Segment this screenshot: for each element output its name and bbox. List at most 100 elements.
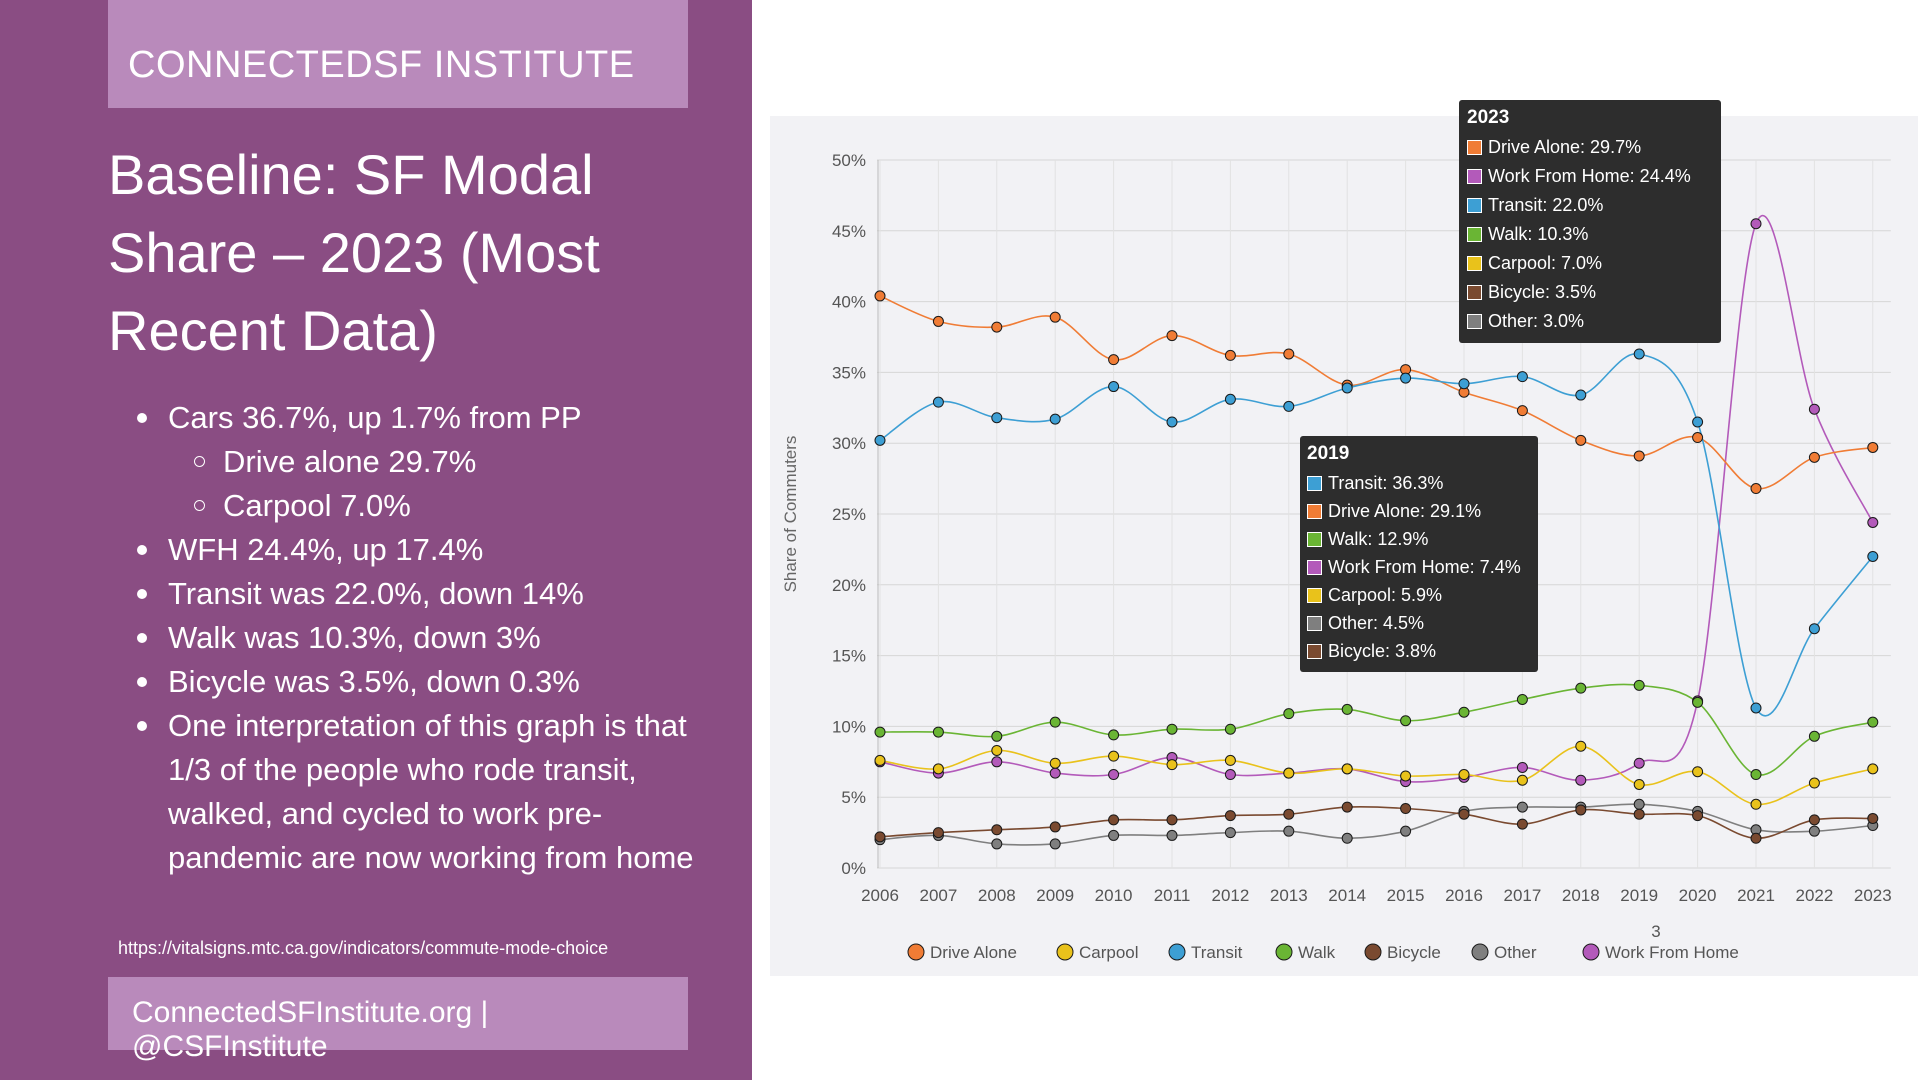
data-point-drive-alone[interactable] (1516, 405, 1528, 417)
data-point-bicycle[interactable] (932, 827, 944, 839)
legend-item-work-from-home[interactable]: Work From Home (1582, 943, 1739, 962)
data-point-bicycle[interactable] (1575, 804, 1587, 816)
data-point-other[interactable] (1166, 829, 1178, 841)
data-point-bicycle[interactable] (1400, 803, 1412, 815)
data-point-walk[interactable] (1283, 708, 1295, 720)
data-point-carpool[interactable] (1808, 777, 1820, 789)
data-point-transit[interactable] (1049, 413, 1061, 425)
data-point-drive-alone[interactable] (1108, 354, 1120, 366)
data-point-drive-alone[interactable] (1750, 483, 1762, 495)
data-point-transit[interactable] (1400, 372, 1412, 384)
data-point-other[interactable] (1633, 798, 1645, 810)
data-point-drive-alone[interactable] (1166, 330, 1178, 342)
data-point-walk[interactable] (1750, 769, 1762, 781)
data-point-other[interactable] (1283, 825, 1295, 837)
data-point-bicycle[interactable] (991, 824, 1003, 836)
data-point-work-from-home[interactable] (1049, 767, 1061, 779)
data-point-bicycle[interactable] (874, 831, 886, 843)
data-point-drive-alone[interactable] (1575, 434, 1587, 446)
data-point-walk[interactable] (1224, 723, 1236, 735)
data-point-carpool[interactable] (874, 754, 886, 766)
source-link[interactable]: https://vitalsigns.mtc.ca.gov/indicators… (118, 938, 609, 958)
data-point-walk[interactable] (1108, 729, 1120, 741)
data-point-carpool[interactable] (932, 763, 944, 775)
data-point-drive-alone[interactable] (1049, 311, 1061, 323)
data-point-carpool[interactable] (1867, 763, 1879, 775)
data-point-transit[interactable] (1750, 702, 1762, 714)
data-point-carpool[interactable] (1458, 769, 1470, 781)
data-point-work-from-home[interactable] (1516, 761, 1528, 773)
data-point-carpool[interactable] (1516, 774, 1528, 786)
data-point-transit[interactable] (1166, 416, 1178, 428)
data-point-carpool[interactable] (1166, 759, 1178, 771)
data-point-other[interactable] (1224, 827, 1236, 839)
data-point-transit[interactable] (1692, 416, 1704, 428)
data-point-walk[interactable] (1341, 703, 1353, 715)
data-point-bicycle[interactable] (1458, 808, 1470, 820)
data-point-transit[interactable] (1341, 382, 1353, 394)
data-point-bicycle[interactable] (1633, 808, 1645, 820)
data-point-bicycle[interactable] (1224, 810, 1236, 822)
data-point-work-from-home[interactable] (1575, 774, 1587, 786)
data-point-carpool[interactable] (1283, 767, 1295, 779)
data-point-bicycle[interactable] (1108, 814, 1120, 826)
data-point-work-from-home[interactable] (1224, 769, 1236, 781)
data-point-drive-alone[interactable] (1808, 451, 1820, 463)
data-point-bicycle[interactable] (1750, 832, 1762, 844)
data-point-bicycle[interactable] (1166, 814, 1178, 826)
data-point-carpool[interactable] (1224, 754, 1236, 766)
data-point-other[interactable] (1516, 801, 1528, 813)
data-point-other[interactable] (1108, 829, 1120, 841)
data-point-carpool[interactable] (1341, 763, 1353, 775)
data-point-work-from-home[interactable] (1750, 218, 1762, 230)
data-point-drive-alone[interactable] (932, 315, 944, 327)
data-point-bicycle[interactable] (1867, 812, 1879, 824)
data-point-drive-alone[interactable] (1283, 348, 1295, 360)
data-point-drive-alone[interactable] (1692, 432, 1704, 444)
data-point-transit[interactable] (1283, 400, 1295, 412)
data-point-walk[interactable] (1458, 706, 1470, 718)
data-point-drive-alone[interactable] (1224, 349, 1236, 361)
data-point-carpool[interactable] (1692, 766, 1704, 778)
data-point-transit[interactable] (1867, 550, 1879, 562)
data-point-transit[interactable] (874, 434, 886, 446)
data-point-walk[interactable] (1808, 730, 1820, 742)
data-point-carpool[interactable] (1400, 770, 1412, 782)
data-point-walk[interactable] (991, 730, 1003, 742)
data-point-work-from-home[interactable] (1808, 403, 1820, 415)
data-point-other[interactable] (1049, 838, 1061, 850)
data-point-walk[interactable] (1166, 723, 1178, 735)
legend-item-other[interactable]: Other (1471, 943, 1537, 962)
data-point-other[interactable] (1808, 825, 1820, 837)
data-point-bicycle[interactable] (1692, 810, 1704, 822)
data-point-transit[interactable] (1516, 371, 1528, 383)
data-point-walk[interactable] (1575, 682, 1587, 694)
data-point-bicycle[interactable] (1049, 821, 1061, 833)
legend-item-walk[interactable]: Walk (1275, 943, 1336, 962)
data-point-work-from-home[interactable] (1108, 769, 1120, 781)
data-point-walk[interactable] (1692, 696, 1704, 708)
data-point-carpool[interactable] (1049, 757, 1061, 769)
data-point-bicycle[interactable] (1283, 808, 1295, 820)
data-point-drive-alone[interactable] (1633, 450, 1645, 462)
data-point-carpool[interactable] (1575, 740, 1587, 752)
legend-item-transit[interactable]: Transit (1168, 943, 1243, 962)
data-point-other[interactable] (1400, 825, 1412, 837)
data-point-carpool[interactable] (991, 744, 1003, 756)
data-point-walk[interactable] (1400, 715, 1412, 727)
data-point-other[interactable] (1341, 832, 1353, 844)
legend-item-bicycle[interactable]: Bicycle (1364, 943, 1441, 962)
data-point-bicycle[interactable] (1516, 818, 1528, 830)
data-point-walk[interactable] (1516, 693, 1528, 705)
data-point-walk[interactable] (932, 726, 944, 738)
data-point-transit[interactable] (1108, 381, 1120, 393)
legend-item-drive-alone[interactable]: Drive Alone (907, 943, 1017, 962)
data-point-transit[interactable] (1575, 389, 1587, 401)
data-point-transit[interactable] (1224, 393, 1236, 405)
data-point-work-from-home[interactable] (1867, 516, 1879, 528)
data-point-other[interactable] (991, 838, 1003, 850)
data-point-carpool[interactable] (1108, 750, 1120, 762)
data-point-drive-alone[interactable] (874, 290, 886, 302)
legend-item-carpool[interactable]: Carpool (1056, 943, 1139, 962)
data-point-walk[interactable] (874, 726, 886, 738)
